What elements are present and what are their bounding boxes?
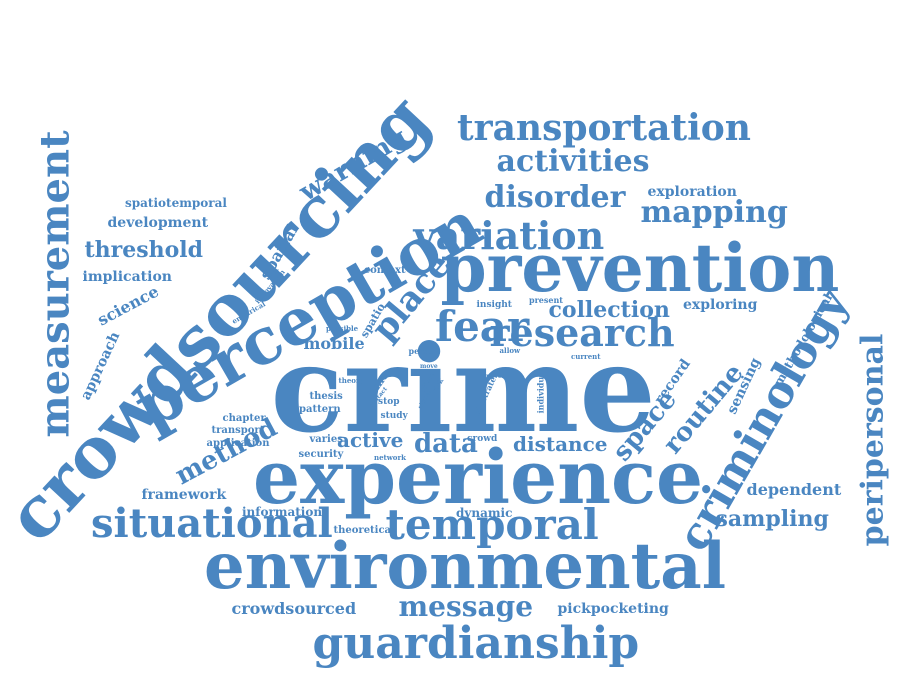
word-research: research	[489, 310, 675, 355]
word-collection: collection	[548, 297, 670, 323]
word-thesis: thesis	[309, 391, 343, 402]
word-sampling: sampling	[715, 506, 829, 532]
word-transportation: transportation	[457, 107, 751, 149]
word-exploring: exploring	[683, 297, 758, 313]
word-dependent: dependent	[746, 480, 842, 499]
word-temporal: temporal	[385, 500, 599, 549]
word-measurement: measurement	[31, 130, 79, 438]
word-network: network	[374, 452, 407, 462]
word-application: application	[206, 438, 270, 449]
word-varies: varies	[309, 434, 343, 445]
word-guardianship: guardianship	[312, 618, 640, 669]
word-theoretical: theoretical	[333, 525, 395, 536]
word-development: development	[107, 215, 209, 231]
word-novel: novel	[486, 373, 504, 380]
word-allow: allow	[499, 345, 521, 355]
word-crowd: crowd	[467, 433, 498, 444]
word-individual: individual	[534, 368, 545, 414]
word-activities: activities	[496, 144, 650, 179]
word-prevention: prevention	[440, 229, 840, 307]
word-active: active	[337, 428, 404, 452]
word-mapping: mapping	[640, 195, 788, 230]
word-exploration: exploration	[647, 184, 737, 200]
word-information: information	[242, 505, 323, 519]
word-fear: fear	[435, 302, 530, 351]
word-situational: situational	[91, 500, 333, 547]
word-crime: crime	[270, 319, 656, 460]
word-move: move	[420, 363, 438, 370]
word-current: current	[571, 351, 601, 361]
word-environmental: environmental	[204, 529, 726, 604]
word-possible: possible	[326, 323, 359, 333]
word-experience: experience	[253, 435, 704, 521]
word-present: present	[529, 295, 564, 305]
word-transport: transport	[211, 425, 265, 436]
word-stop: stop	[378, 396, 400, 407]
word-framework: framework	[141, 487, 227, 503]
word-insight: insight	[476, 299, 512, 310]
word-security: security	[298, 449, 344, 460]
word-crowdsourced: crowdsourced	[231, 599, 357, 618]
word-variation: variation	[413, 213, 605, 258]
word-message: message	[398, 590, 534, 623]
word-threshold: threshold	[84, 237, 204, 263]
word-implication: implication	[82, 269, 172, 285]
word-study: study	[380, 410, 408, 421]
word-person: person	[408, 346, 440, 356]
word-mobile: mobile	[303, 334, 365, 353]
word-data: data	[414, 429, 478, 459]
word-chapter: chapter	[222, 413, 266, 424]
word-dynamic: dynamic	[456, 506, 513, 520]
word-disorder: disorder	[484, 180, 626, 215]
word-pattern: pattern	[299, 404, 341, 415]
word-context: context	[364, 265, 406, 276]
word-pickpocketing: pickpocketing	[557, 601, 669, 617]
word-theory: theory	[338, 375, 364, 385]
word-science: science	[93, 281, 162, 330]
word-spatiotemporal: spatiotemporal	[125, 196, 227, 210]
word-peripersonal: peripersonal	[854, 333, 890, 547]
word-distance: distance	[513, 432, 608, 456]
